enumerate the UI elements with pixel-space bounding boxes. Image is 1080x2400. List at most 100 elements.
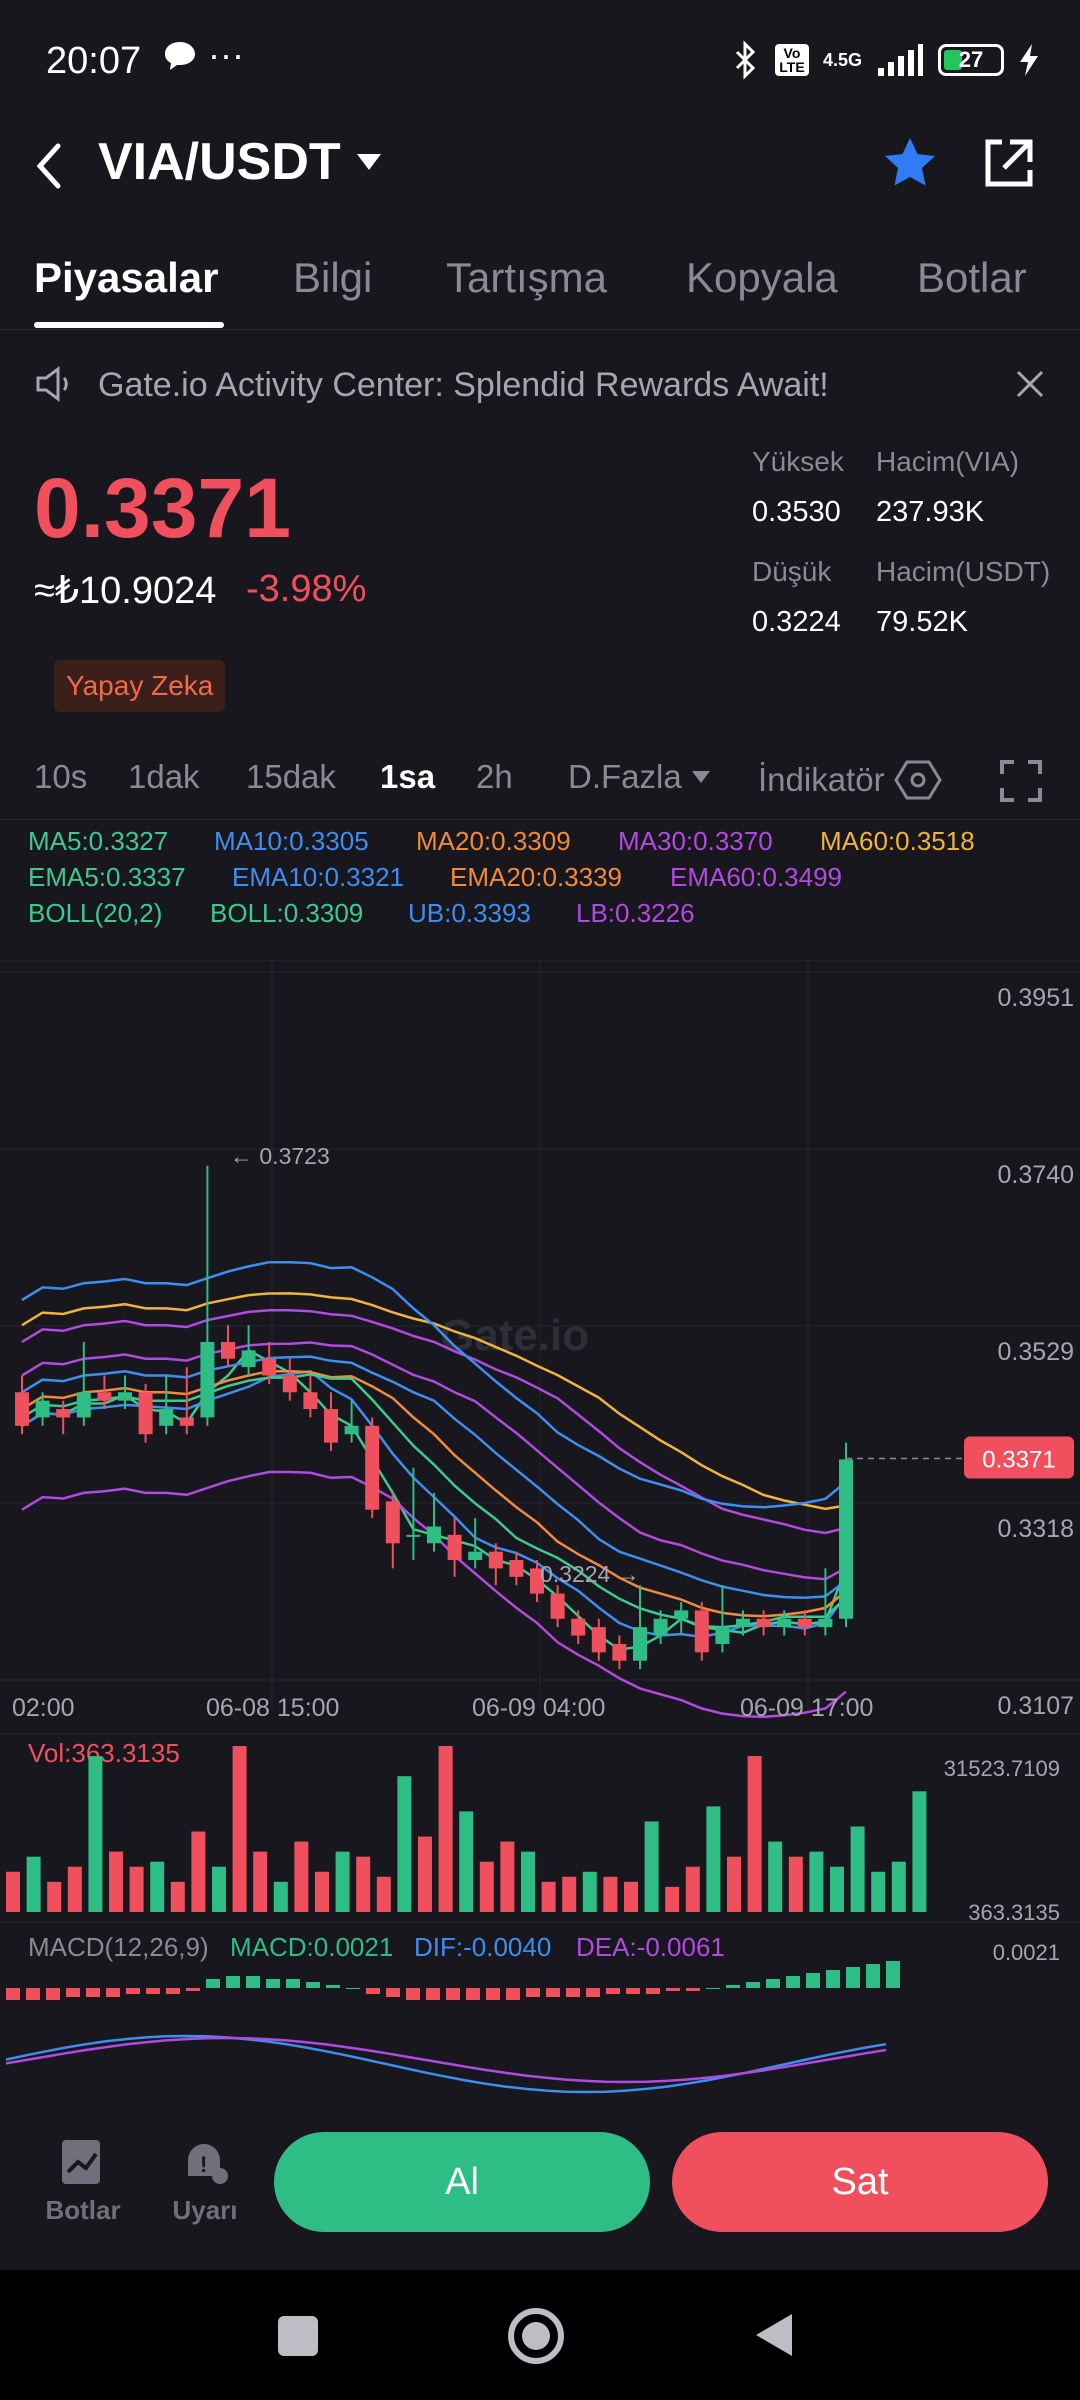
indicator-legend-item: EMA5:0.3337 [28, 862, 186, 892]
macd-histogram-bar [466, 1988, 480, 2000]
candle-body [241, 1350, 256, 1368]
recents-button[interactable] [276, 2314, 320, 2363]
volume-bar [665, 1886, 680, 1912]
candle-body [406, 1534, 421, 1537]
candle-body [221, 1341, 235, 1359]
macd-histogram-bar [746, 1982, 760, 1988]
macd-histogram-bar [666, 1988, 680, 1991]
bluetooth-icon [735, 40, 756, 80]
candle-body [282, 1375, 297, 1393]
timeframe-2h[interactable]: 2h [476, 758, 513, 795]
indicator-line [21, 1370, 847, 1618]
macd-histogram-bar [766, 1979, 780, 1988]
candle-body [468, 1551, 483, 1561]
square-icon [278, 2316, 318, 2356]
bots-shortcut-label: Botlar [45, 2195, 121, 2225]
volume-bar [479, 1861, 494, 1912]
tab-bilgi[interactable]: Bilgi [293, 254, 373, 301]
close-banner-button[interactable] [1012, 366, 1048, 407]
hexagon-settings-icon [893, 760, 942, 800]
macd-histogram-bar [46, 1988, 60, 2000]
macd-histogram-bar [226, 1976, 240, 1988]
indicator-legend-item: BOLL:0.3309 [210, 898, 364, 928]
price-chart[interactable]: Gate.io 0.39510.37400.35290.33180.310702… [0, 960, 1080, 2300]
indicator-legend-item: MA60:0.3518 [820, 826, 975, 856]
timeframe-10s[interactable]: 10s [34, 758, 88, 795]
low-price-marker: 0.3224 → [540, 1561, 640, 1587]
volume-bar [232, 1746, 247, 1912]
tab-botlar[interactable]: Botlar [917, 254, 1027, 301]
tab-tartisma[interactable]: Tartışma [446, 254, 608, 301]
back-nav-button[interactable] [752, 2310, 796, 2365]
volume-bar [150, 1861, 165, 1912]
volume-bar [335, 1851, 350, 1912]
tab-piyasalar[interactable]: Piyasalar [34, 254, 219, 301]
share-button[interactable] [980, 136, 1036, 197]
alerts-shortcut[interactable]: ! Uyarı [160, 2136, 250, 2226]
indicator-button[interactable]: İndikatör [758, 758, 943, 802]
buy-button[interactable]: Al [274, 2132, 650, 2232]
speaker-icon [32, 362, 76, 411]
announcement-banner[interactable]: Gate.io Activity Center: Splendid Reward… [0, 352, 1080, 422]
macd-histogram-bar [366, 1988, 380, 1994]
macd-histogram-bar [566, 1988, 580, 1997]
volume-bar [376, 1876, 391, 1912]
volume-bar [397, 1776, 412, 1912]
volume-bar [788, 1856, 803, 1912]
vol-usdt-label: Hacim(USDT) [876, 556, 1051, 587]
pair-title: VIA/USDT [98, 133, 341, 191]
macd-histogram-bar [706, 1988, 720, 1989]
status-icons: Vo LTE 4.5G 27 [731, 40, 1040, 80]
more-timeframes-dropdown[interactable]: D.Fazla [568, 758, 712, 796]
y-tick-label: 0.3107 [998, 1692, 1074, 1720]
tab-underline [34, 322, 224, 328]
charging-icon [1020, 44, 1038, 76]
sell-button[interactable]: Sat [672, 2132, 1048, 2232]
timeframe-1sa[interactable]: 1sa [380, 758, 436, 795]
candle-body [35, 1400, 50, 1418]
candle-body [797, 1618, 812, 1628]
timeframe-15dak[interactable]: 15dak [246, 758, 336, 795]
tab-kopyala[interactable]: Kopyala [686, 254, 838, 301]
candle-body [179, 1417, 194, 1426]
star-icon [885, 138, 935, 186]
high-label: Yüksek [752, 446, 844, 477]
timeframe-1dak[interactable]: 1dak [128, 758, 200, 795]
favorite-star-button[interactable] [880, 134, 940, 199]
macd-histogram-bar [146, 1988, 160, 1994]
candle-body [839, 1459, 853, 1619]
macd-histogram-bar [626, 1988, 640, 1994]
volume-bar [88, 1756, 103, 1912]
indicator-legend-item: EMA60:0.3499 [670, 862, 843, 892]
pair-selector[interactable]: VIA/USDT [98, 132, 383, 192]
home-button[interactable] [506, 2306, 566, 2371]
macd-histogram-bar [726, 1985, 740, 1988]
candle-body [76, 1392, 91, 1418]
dea-value: DEA:-0.0061 [576, 1932, 725, 1962]
macd-histogram-bar [266, 1979, 280, 1988]
candle-body [550, 1593, 565, 1619]
category-tag[interactable]: Yapay Zeka [54, 660, 226, 712]
battery-icon: 27 [938, 44, 1004, 76]
macd-histogram-bar [886, 1961, 900, 1988]
fullscreen-icon [1000, 760, 1042, 802]
bots-shortcut[interactable]: Botlar [38, 2136, 128, 2226]
volume-bar [562, 1876, 577, 1912]
volume-bar [294, 1841, 309, 1912]
macd-histogram-bar [806, 1973, 820, 1988]
candle-body [488, 1551, 503, 1569]
macd-histogram-bar [546, 1988, 560, 1997]
y-tick-label: 0.3951 [998, 984, 1074, 1012]
last-price-badge [964, 1436, 1074, 1479]
volume-bar [624, 1881, 638, 1912]
volume-current-label: 363.3135 [968, 1900, 1060, 1925]
volume-bar [644, 1821, 659, 1912]
vol-usdt-value: 79.52K [876, 606, 968, 638]
low-label: Düşük [752, 556, 832, 587]
fullscreen-button[interactable] [998, 758, 1044, 809]
volume-label: Vol:363.3135 [28, 1738, 180, 1768]
low-value: 0.3224 [752, 606, 841, 638]
candle-body [674, 1610, 689, 1619]
indicator-legend-item: BOLL(20,2) [28, 898, 163, 928]
back-button[interactable] [28, 138, 72, 199]
